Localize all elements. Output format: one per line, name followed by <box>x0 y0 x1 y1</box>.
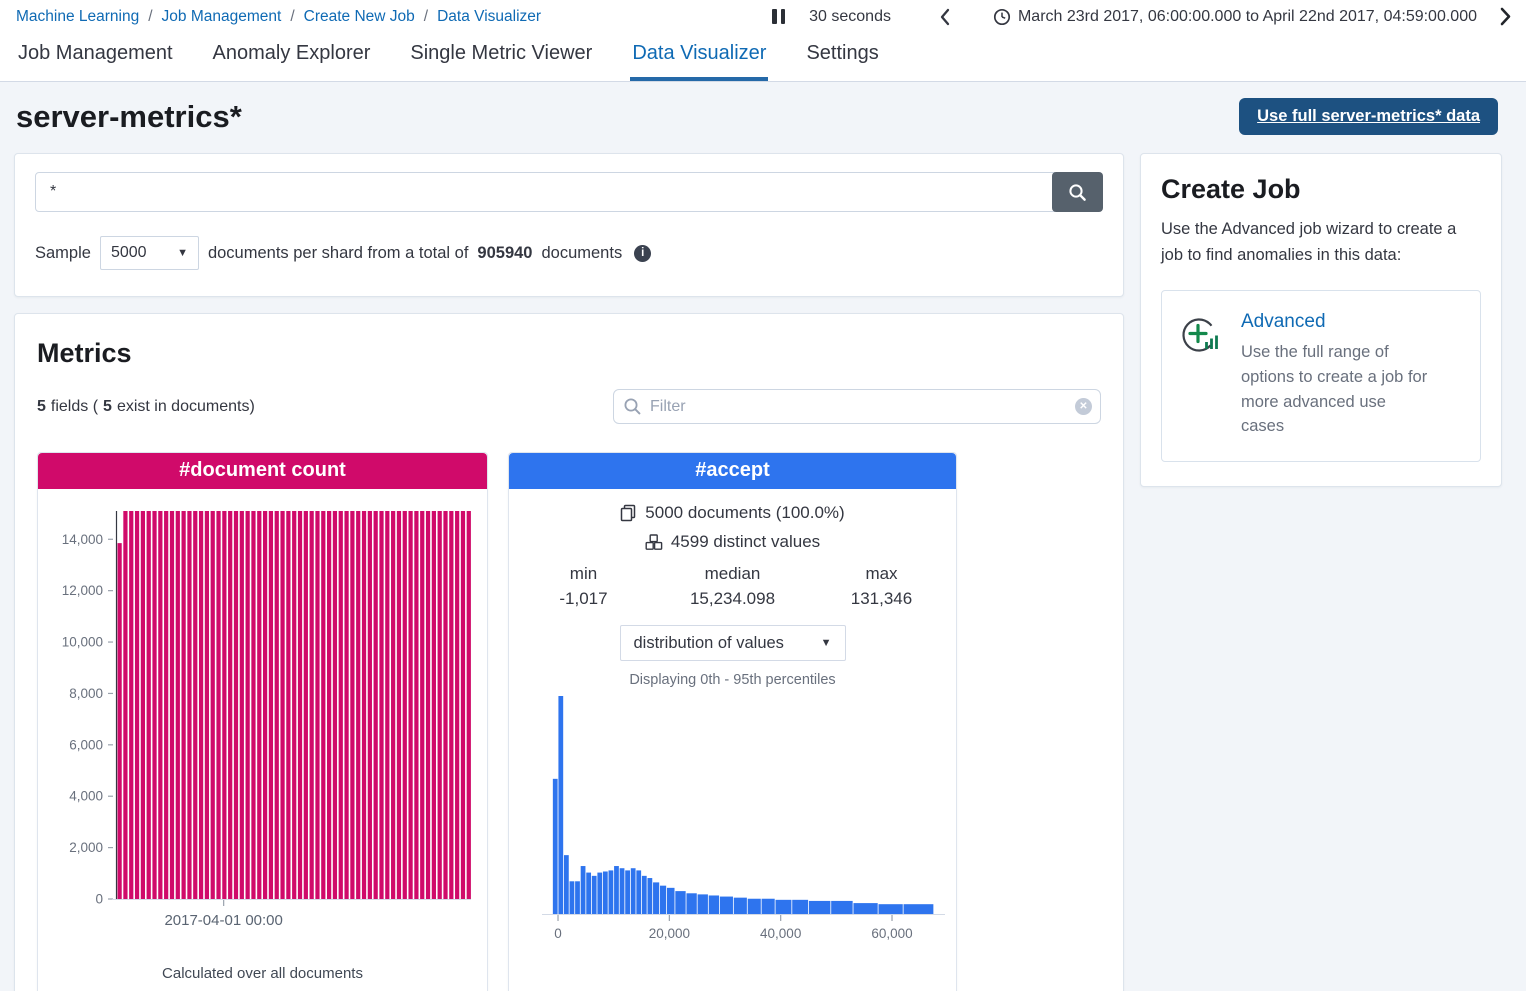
pause-icon[interactable] <box>772 9 786 24</box>
advanced-link[interactable]: Advanced <box>1241 311 1326 333</box>
time-range-picker[interactable]: March 23rd 2017, 06:00:00.000 to April 2… <box>993 8 1477 26</box>
page-title: server-metrics* <box>16 98 242 134</box>
distinct-values-stat: 4599 distinct values <box>509 532 956 552</box>
median-value: 15,234.098 <box>689 589 776 608</box>
breadcrumb-machine-learning[interactable]: Machine Learning <box>16 7 140 25</box>
svg-text:14,000: 14,000 <box>62 532 103 547</box>
use-full-data-button[interactable]: Use full server-metrics* data <box>1239 98 1498 135</box>
sample-text-after: documents <box>541 243 623 262</box>
create-job-panel: Create Job Use the Advanced job wizard t… <box>1140 153 1502 488</box>
ml-nav-tabs: Job Management Anomaly Explorer Single M… <box>0 29 1526 82</box>
search-panel: Sample 5000 ▼ documents per shard from a… <box>14 153 1124 297</box>
min-median-max: min -1,017 median 15,234.098 max 131,346 <box>509 564 956 609</box>
percentile-note: Displaying 0th - 95th percentiles <box>629 672 836 688</box>
breadcrumb-separator: / <box>148 7 153 25</box>
field-card-title: #accept <box>509 453 956 489</box>
chart-type-value: distribution of values <box>633 633 784 652</box>
field-card-title: #document count <box>38 453 487 489</box>
documents-stat: 5000 documents (100.0%) <box>509 503 956 523</box>
breadcrumb-create-new-job[interactable]: Create New Job <box>303 7 415 25</box>
fields-text: fields ( <box>50 397 99 415</box>
svg-text:2,000: 2,000 <box>69 840 103 855</box>
search-button[interactable] <box>1052 172 1103 212</box>
tab-anomaly-explorer[interactable]: Anomaly Explorer <box>212 42 371 64</box>
tab-job-management[interactable]: Job Management <box>18 42 173 64</box>
accept-distribution-chart: 0 20,000 40,000 60,000 <box>542 696 945 941</box>
create-job-description: Use the Advanced job wizard to create a … <box>1161 220 1457 264</box>
create-job-heading: Create Job <box>1161 174 1301 204</box>
svg-text:0: 0 <box>554 926 562 941</box>
time-controls: 30 seconds March 23rd 2017, 06:00:00.000… <box>772 7 1512 26</box>
sample-label: Sample <box>35 243 91 262</box>
clear-filter-icon[interactable]: ✕ <box>1075 397 1092 415</box>
breadcrumb-job-management[interactable]: Job Management <box>161 7 282 25</box>
advanced-job-icon <box>1182 318 1218 352</box>
search-input[interactable] <box>35 172 1055 212</box>
chevron-right-icon[interactable] <box>1499 7 1512 26</box>
svg-text:20,000: 20,000 <box>649 926 690 941</box>
chart-type-select[interactable]: distribution of values ▼ <box>619 625 846 661</box>
svg-text:2017-04-01 00:00: 2017-04-01 00:00 <box>164 912 282 929</box>
sample-size-value: 5000 <box>110 244 147 261</box>
max-label: max <box>865 564 898 583</box>
svg-text:10,000: 10,000 <box>62 635 103 650</box>
tab-data-visualizer[interactable]: Data Visualizer <box>630 29 769 81</box>
chevron-left-icon[interactable] <box>939 8 951 26</box>
documents-icon <box>621 504 636 522</box>
breadcrumb: Machine Learning / Job Management / Crea… <box>16 8 541 26</box>
median-label: median <box>704 564 761 583</box>
refresh-interval-label[interactable]: 30 seconds <box>809 7 891 25</box>
exist-count: 5 <box>103 397 112 415</box>
tab-single-metric-viewer[interactable]: Single Metric Viewer <box>410 42 593 64</box>
info-icon[interactable]: i <box>634 244 652 262</box>
breadcrumb-separator: / <box>290 7 295 25</box>
advanced-description: Use the full range of options to create … <box>1241 343 1428 436</box>
svg-text:6,000: 6,000 <box>69 737 103 752</box>
filter-input[interactable] <box>613 389 1101 424</box>
fields-count-text: 5 fields ( 5 exist in documents) <box>37 398 255 416</box>
max-value: 131,346 <box>850 589 913 608</box>
tab-settings[interactable]: Settings <box>806 42 879 64</box>
search-icon <box>623 397 642 421</box>
document-count-chart: 0 2,000 4,000 6,000 8,000 10,000 12,000 14,000 2… <box>62 511 471 929</box>
min-label: min <box>569 564 598 583</box>
chevron-down-icon: ▼ <box>177 247 188 259</box>
breadcrumb-data-visualizer[interactable]: Data Visualizer <box>437 7 542 25</box>
sample-size-select[interactable]: 5000 ▼ <box>99 236 199 270</box>
metrics-panel: Metrics 5 fields ( 5 exist in documents)… <box>14 313 1124 991</box>
fields-count: 5 <box>37 397 46 415</box>
svg-text:0: 0 <box>95 892 103 907</box>
svg-text:4,000: 4,000 <box>69 789 103 804</box>
exist-text: exist in documents) <box>116 397 255 415</box>
svg-text:8,000: 8,000 <box>69 686 103 701</box>
field-card-document-count: #document count 0 2,000 4,000 6,000 8,000 10,… <box>37 452 488 991</box>
advanced-job-card[interactable]: Advanced Use the full range of options t… <box>1161 290 1481 463</box>
svg-text:60,000: 60,000 <box>871 926 912 941</box>
top-bar: Machine Learning / Job Management / Crea… <box>0 0 1526 29</box>
total-documents-count: 905940 <box>477 243 533 262</box>
breadcrumb-separator: / <box>423 7 429 25</box>
field-card-accept: #accept 5000 documents (100.0%) 4599 dis… <box>508 452 957 991</box>
svg-text:40,000: 40,000 <box>760 926 801 941</box>
calculated-note: Calculated over all documents <box>162 965 363 982</box>
cubes-icon <box>645 533 663 550</box>
clock-icon <box>993 8 1011 25</box>
sample-text-before: documents per shard from a total of <box>207 243 469 262</box>
metrics-heading: Metrics <box>37 338 132 368</box>
svg-text:12,000: 12,000 <box>62 583 103 598</box>
chevron-down-icon: ▼ <box>820 637 832 649</box>
min-value: -1,017 <box>559 589 608 608</box>
time-range-label: March 23rd 2017, 06:00:00.000 to April 2… <box>1017 7 1477 25</box>
search-icon <box>1069 183 1086 201</box>
